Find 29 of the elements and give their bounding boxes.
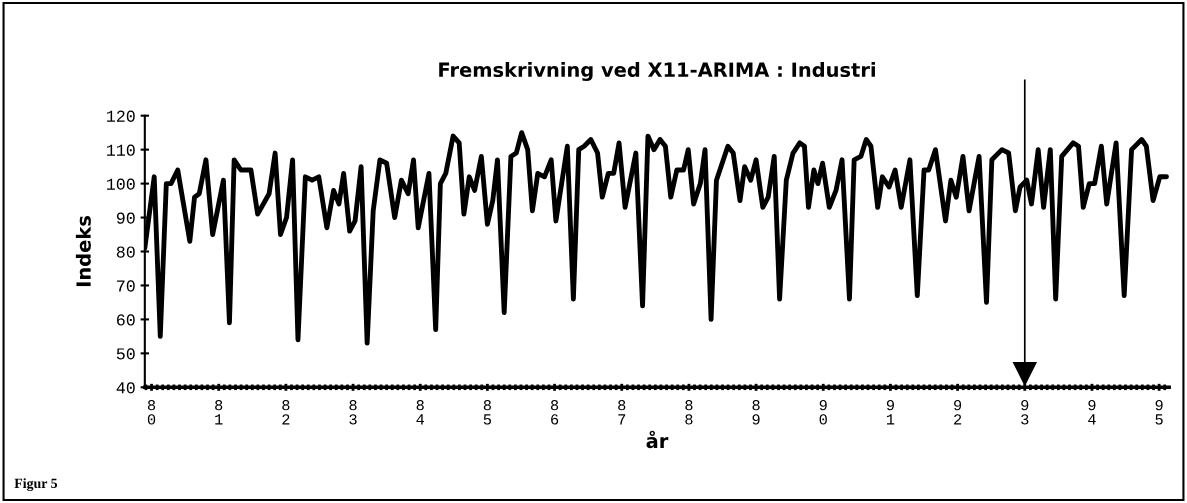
y-tick-label: 120 xyxy=(106,110,135,122)
text: Figur 5 xyxy=(14,478,58,491)
x-tick-label: 8 1 xyxy=(215,399,223,425)
y-tick-label: 70 xyxy=(117,280,135,292)
y-tick-label: 50 xyxy=(116,348,135,360)
x-tick-label: 8 4 xyxy=(416,399,425,425)
x-tick-label: 8 9 xyxy=(752,399,760,425)
x-tick-label: 9 0 xyxy=(819,399,827,425)
x-tick-label: 8 2 xyxy=(282,399,290,425)
x-tick-label: 8 0 xyxy=(147,399,156,425)
x-tick-label: 9 2 xyxy=(954,399,962,425)
x-tick-label: 8 7 xyxy=(618,399,626,425)
x-tick-label: 9 4 xyxy=(1088,399,1096,425)
x-tick-label: 8 8 xyxy=(685,399,693,425)
y-axis-title: Indeks xyxy=(75,216,91,287)
y-tick-label: 90 xyxy=(116,212,135,224)
y-tick-label: 80 xyxy=(116,246,135,258)
y-tick-label: 100 xyxy=(106,178,135,190)
x-tick-label: 9 1 xyxy=(886,399,895,425)
x-axis-title: år xyxy=(646,430,669,449)
x-tick-label: 9 5 xyxy=(1155,399,1163,425)
y-tick-label: 110 xyxy=(106,144,135,156)
x-tick-label: 8 3 xyxy=(349,399,357,425)
y-tick-label: 40 xyxy=(116,382,135,394)
chart-title: Fremskrivning ved X11-ARIMA : Industri xyxy=(439,62,875,81)
y-tick-label: 60 xyxy=(117,314,135,326)
x-tick-label: 8 5 xyxy=(483,399,492,425)
x-tick-label: 9 3 xyxy=(1021,399,1029,425)
x-tick-label: 8 6 xyxy=(550,399,559,425)
